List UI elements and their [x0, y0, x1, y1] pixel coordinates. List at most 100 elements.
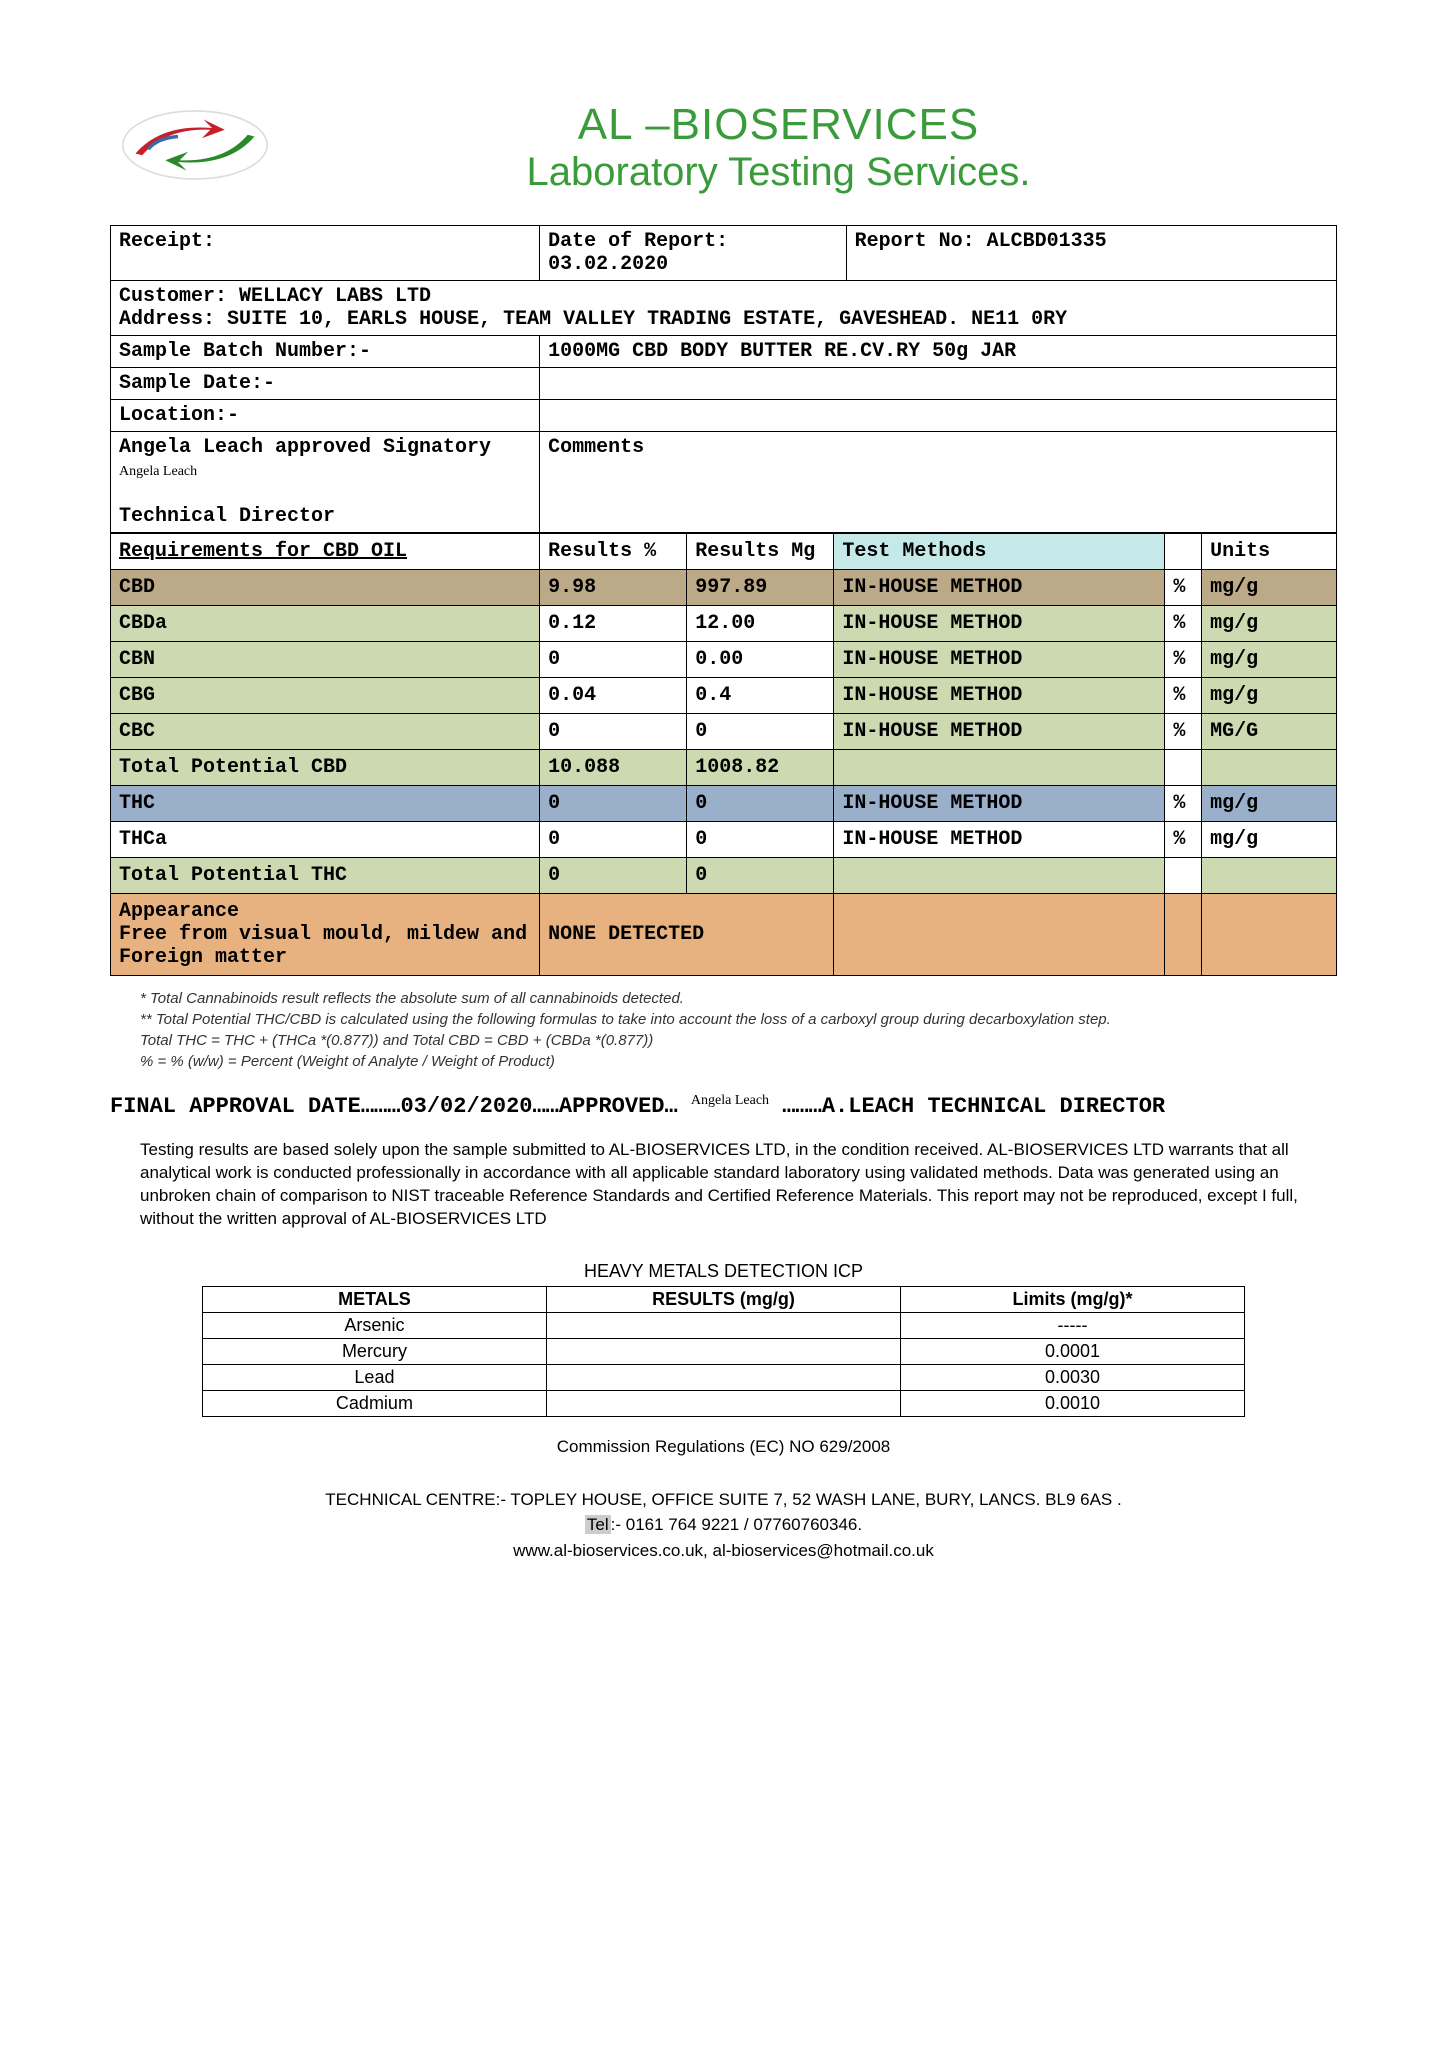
note-1: * Total Cannabinoids result reflects the…: [140, 988, 1337, 1009]
result-row: THC00IN-HOUSE METHOD%mg/g: [111, 786, 1337, 822]
footer-contacts: www.al-bioservices.co.uk, al-bioservices…: [110, 1538, 1337, 1564]
metals-col-result: RESULTS (mg/g): [546, 1286, 900, 1312]
result-method: IN-HOUSE METHOD: [834, 642, 1165, 678]
metal-result: [546, 1364, 900, 1390]
result-name: CBN: [111, 642, 540, 678]
signatory-script: Angela Leach: [119, 464, 197, 479]
results-pct-header: Results %: [540, 534, 687, 570]
sample-date-value: [540, 368, 1337, 400]
result-unit: mg/g: [1202, 606, 1337, 642]
approval-text: FINAL APPROVAL DATE………03/02/2020……APPROV…: [110, 1094, 678, 1119]
result-pctunit: %: [1165, 570, 1202, 606]
metal-name: Cadmium: [203, 1390, 547, 1416]
appearance-pctunit: [1165, 894, 1202, 976]
metal-result: [546, 1312, 900, 1338]
appearance-method: [834, 894, 1165, 976]
result-method: IN-HOUSE METHOD: [834, 606, 1165, 642]
company-logo: [110, 100, 280, 195]
signatory-line: Angela Leach approved Signatory: [119, 436, 491, 459]
result-pctunit: [1165, 750, 1202, 786]
result-name: CBG: [111, 678, 540, 714]
result-pct: 0.04: [540, 678, 687, 714]
result-mg: 12.00: [687, 606, 834, 642]
approval-signature: Angela Leach: [691, 1093, 769, 1109]
report-no-value: ALCBD01335: [987, 230, 1107, 253]
customer-value: WELLACY LABS LTD: [239, 285, 431, 308]
footer-tel: Tel:- 0161 764 9221 / 07760760346.: [110, 1512, 1337, 1538]
metals-col-limit: Limits (mg/g)*: [901, 1286, 1245, 1312]
location-label: Location:-: [111, 400, 540, 432]
result-method: IN-HOUSE METHOD: [834, 570, 1165, 606]
result-row: THCa00IN-HOUSE METHOD%mg/g: [111, 822, 1337, 858]
result-name: THC: [111, 786, 540, 822]
result-row: CBDa0.1212.00IN-HOUSE METHOD%mg/g: [111, 606, 1337, 642]
final-approval: FINAL APPROVAL DATE………03/02/2020……APPROV…: [110, 1094, 1337, 1119]
signatory-cell: Angela Leach approved Signatory Angela L…: [111, 432, 540, 533]
result-pct: 0: [540, 822, 687, 858]
result-pctunit: %: [1165, 786, 1202, 822]
results-table: Requirements for CBD OIL Results % Resul…: [110, 533, 1337, 976]
result-name: CBDa: [111, 606, 540, 642]
result-pctunit: %: [1165, 822, 1202, 858]
units-header: Units: [1202, 534, 1337, 570]
result-pct: 0: [540, 858, 687, 894]
footer: TECHNICAL CENTRE:- TOPLEY HOUSE, OFFICE …: [110, 1487, 1337, 1564]
result-row: CBD9.98997.89IN-HOUSE METHOD%mg/g: [111, 570, 1337, 606]
result-pct: 9.98: [540, 570, 687, 606]
results-header-row: Requirements for CBD OIL Results % Resul…: [111, 534, 1337, 570]
note-2: ** Total Potential THC/CBD is calculated…: [140, 1009, 1337, 1030]
company-tagline: Laboratory Testing Services.: [320, 150, 1237, 195]
pctunit-header: [1165, 534, 1202, 570]
tel-label: Tel: [585, 1515, 611, 1534]
test-methods-header: Test Methods: [834, 534, 1165, 570]
result-method: [834, 750, 1165, 786]
report-header: AL –BIOSERVICES Laboratory Testing Servi…: [110, 100, 1337, 195]
result-mg: 0: [687, 822, 834, 858]
result-row: CBC00IN-HOUSE METHOD%MG/G: [111, 714, 1337, 750]
date-cell: Date of Report: 03.02.2020: [540, 226, 847, 281]
footnotes: * Total Cannabinoids result reflects the…: [110, 976, 1337, 1084]
customer-address-cell: Customer: WELLACY LABS LTD Address: SUIT…: [111, 281, 1337, 336]
result-pctunit: %: [1165, 642, 1202, 678]
metal-result: [546, 1338, 900, 1364]
result-pct: 0: [540, 642, 687, 678]
metal-name: Arsenic: [203, 1312, 547, 1338]
metal-result: [546, 1390, 900, 1416]
appearance-label: Appearance Free from visual mould, milde…: [111, 894, 540, 976]
note-3: Total THC = THC + (THCa *(0.877)) and To…: [140, 1030, 1337, 1051]
result-method: IN-HOUSE METHOD: [834, 786, 1165, 822]
company-name: AL –BIOSERVICES: [320, 100, 1237, 150]
result-pct: 0: [540, 714, 687, 750]
result-name: CBD: [111, 570, 540, 606]
customer-label: Customer:: [119, 285, 239, 308]
metals-col-metal: METALS: [203, 1286, 547, 1312]
sample-batch-label: Sample Batch Number:-: [111, 336, 540, 368]
results-mg-header: Results Mg: [687, 534, 834, 570]
metal-name: Mercury: [203, 1338, 547, 1364]
report-no-label: Report No:: [855, 230, 987, 253]
result-method: IN-HOUSE METHOD: [834, 678, 1165, 714]
address-value: SUITE 10, EARLS HOUSE, TEAM VALLEY TRADI…: [227, 308, 1067, 331]
metal-limit: 0.0001: [901, 1338, 1245, 1364]
result-row: CBG0.040.4IN-HOUSE METHOD%mg/g: [111, 678, 1337, 714]
sample-batch-value: 1000MG CBD BODY BUTTER RE.CV.RY 50g JAR: [540, 336, 1337, 368]
signatory-title: Technical Director: [119, 505, 335, 528]
approval-tail: ………A.LEACH TECHNICAL DIRECTOR: [782, 1094, 1165, 1119]
date-label: Date of Report:: [548, 230, 728, 253]
date-value: 03.02.2020: [548, 253, 668, 276]
result-unit: mg/g: [1202, 570, 1337, 606]
address-label: Address:: [119, 308, 227, 331]
result-mg: 1008.82: [687, 750, 834, 786]
report-info-table: Receipt: Date of Report: 03.02.2020 Repo…: [110, 225, 1337, 533]
metal-limit: 0.0010: [901, 1390, 1245, 1416]
result-unit: mg/g: [1202, 822, 1337, 858]
report-no-cell: Report No: ALCBD01335: [846, 226, 1336, 281]
title-block: AL –BIOSERVICES Laboratory Testing Servi…: [320, 100, 1337, 195]
result-mg: 997.89: [687, 570, 834, 606]
footer-address: TECHNICAL CENTRE:- TOPLEY HOUSE, OFFICE …: [110, 1487, 1337, 1513]
metal-limit: 0.0030: [901, 1364, 1245, 1390]
metals-header-row: METALS RESULTS (mg/g) Limits (mg/g)*: [203, 1286, 1245, 1312]
result-method: IN-HOUSE METHOD: [834, 822, 1165, 858]
result-unit: mg/g: [1202, 642, 1337, 678]
result-pctunit: [1165, 858, 1202, 894]
